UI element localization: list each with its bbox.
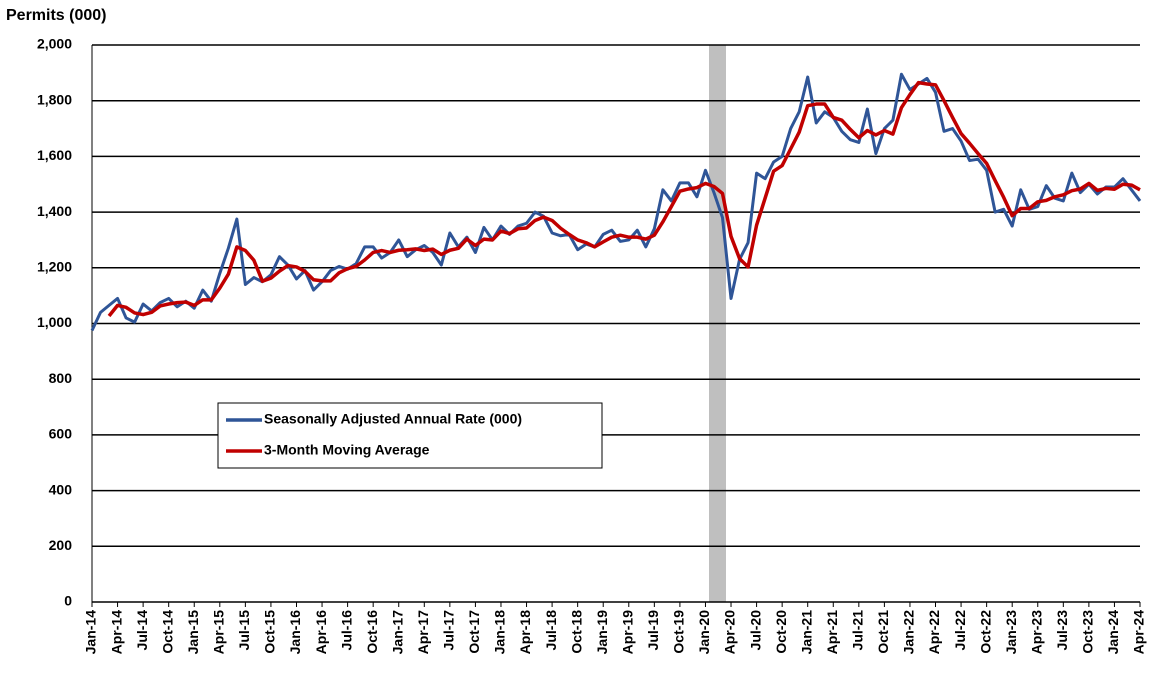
x-tick-label: Apr-15: [211, 610, 227, 655]
x-tick-label: Oct-21: [875, 610, 891, 654]
x-tick-label: Apr-16: [313, 610, 329, 655]
y-tick-label: 1,000: [37, 314, 72, 330]
x-tick-label: Jan-15: [185, 610, 201, 655]
x-tick-label: Apr-17: [415, 610, 431, 655]
y-tick-label: 1,800: [37, 91, 72, 107]
y-tick-label: 1,400: [37, 203, 72, 219]
x-tick-label: Oct-22: [977, 610, 993, 654]
x-tick-label: Jul-19: [645, 610, 661, 651]
x-tick-label: Apr-19: [619, 610, 635, 655]
x-tick-label: Apr-18: [517, 610, 533, 655]
x-tick-label: Jul-20: [747, 610, 763, 651]
x-tick-label: Apr-22: [926, 610, 942, 655]
x-tick-label: Jul-16: [338, 610, 354, 651]
x-tick-label: Jul-18: [543, 610, 559, 651]
legend: Seasonally Adjusted Annual Rate (000) 3-M…: [217, 402, 603, 469]
x-tick-label: Jan-16: [287, 610, 303, 655]
y-tick-label: 1,600: [37, 147, 72, 163]
x-tick-label: Jan-21: [798, 610, 814, 655]
y-tick-label: 1,200: [37, 259, 72, 275]
x-tick-label: Jul-17: [441, 610, 457, 651]
x-tick-label: Oct-18: [568, 610, 584, 654]
x-tick-label: Jul-22: [952, 610, 968, 651]
x-tick-label: Oct-20: [773, 610, 789, 654]
y-tick-label: 600: [49, 426, 73, 442]
x-tick-label: Jul-15: [236, 610, 252, 651]
y-tick-label: 400: [49, 481, 73, 497]
legend-label: Seasonally Adjusted Annual Rate (000): [264, 411, 522, 427]
y-tick-label: 800: [49, 370, 73, 386]
x-tick-label: Oct-19: [671, 610, 687, 654]
legend-label: 3-Month Moving Average: [264, 442, 430, 458]
x-tick-label: Oct-17: [466, 610, 482, 654]
x-tick-label: Apr-20: [722, 610, 738, 655]
series-line: [107, 80, 1141, 318]
y-tick-label: 200: [49, 537, 73, 553]
x-tick-label: Oct-23: [1080, 610, 1096, 654]
x-tick-label: Jan-23: [1003, 610, 1019, 655]
x-tick-label: Apr-23: [1028, 610, 1044, 655]
chart-title: Permits (000): [6, 7, 107, 24]
x-tick-label: Jan-18: [492, 610, 508, 655]
x-tick-label: Jul-23: [1054, 610, 1070, 651]
x-tick-label: Jan-24: [1105, 610, 1121, 655]
x-tick-label: Apr-14: [108, 610, 124, 655]
x-tick-label: Oct-16: [364, 610, 380, 654]
x-tick-label: Jan-22: [901, 610, 917, 655]
x-tick-label: Jul-21: [850, 610, 866, 651]
x-tick-label: Jan-20: [696, 610, 712, 655]
x-tick-label: Apr-24: [1131, 610, 1147, 655]
x-tick-label: Jul-14: [134, 610, 150, 651]
x-tick-label: Jan-17: [389, 610, 405, 655]
y-tick-label: 0: [64, 593, 72, 609]
x-tick-label: Jan-14: [83, 610, 99, 655]
legend-box: [217, 402, 603, 469]
series-line: [90, 72, 1142, 332]
x-tick-label: Oct-14: [159, 610, 175, 654]
x-tick-label: Jan-19: [594, 610, 610, 655]
x-tick-label: Apr-21: [824, 610, 840, 655]
y-tick-label: 2,000: [37, 36, 72, 52]
x-tick-label: Oct-15: [262, 610, 278, 654]
